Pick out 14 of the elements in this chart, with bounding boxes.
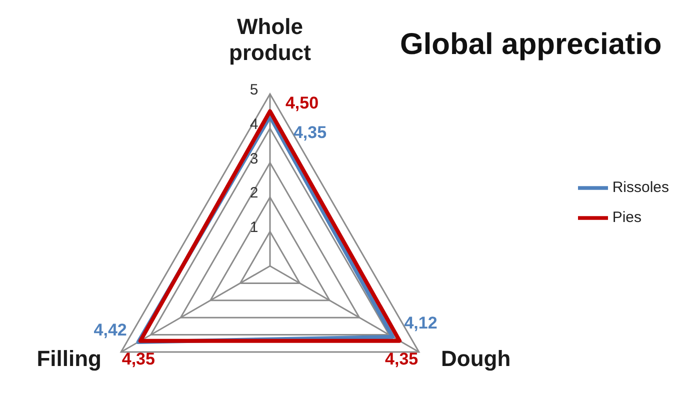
y-tick-label: 5 (250, 82, 258, 98)
data-label: 4,35 (293, 122, 327, 142)
spoke-label: Filling (36, 346, 102, 371)
chart-title: Global appreciatio (400, 28, 662, 62)
spoke-label: Dough (441, 346, 511, 371)
data-label: 4,35 (122, 349, 155, 368)
data-label: 4,42 (94, 320, 127, 340)
legend-label: Rissoles (612, 178, 669, 196)
spoke-label: Whole product (229, 14, 312, 65)
data-label: 4,35 (385, 349, 418, 368)
data-label: 4,12 (404, 313, 438, 332)
y-tick-label: 1 (250, 219, 258, 236)
data-label: 4,50 (285, 94, 319, 113)
legend-label: Pies (612, 208, 642, 226)
